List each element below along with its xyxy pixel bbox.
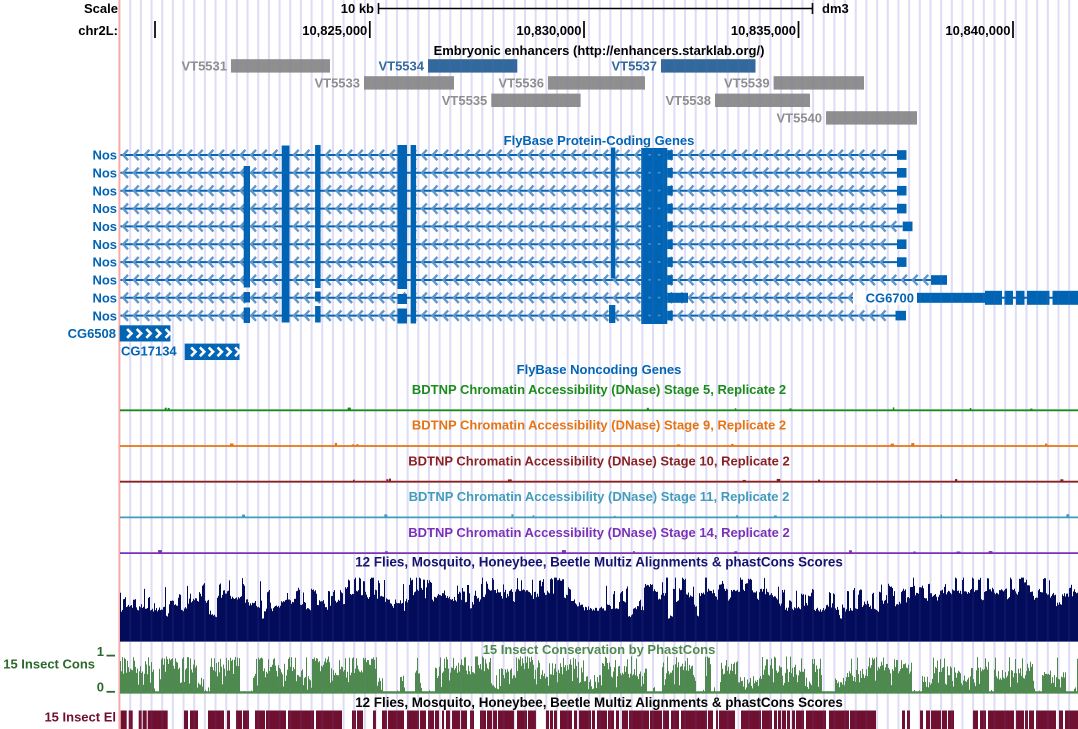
svg-text:10 kb: 10 kb <box>341 1 374 16</box>
svg-text:dm3: dm3 <box>822 1 849 16</box>
svg-text:15 Insect Conservation by Phas: 15 Insect Conservation by PhastCons <box>483 642 716 657</box>
svg-text:10,840,000: 10,840,000 <box>945 23 1010 38</box>
svg-text:Nos: Nos <box>92 290 117 305</box>
svg-text:FlyBase Protein-Coding Genes: FlyBase Protein-Coding Genes <box>504 133 695 148</box>
svg-text:VT5538: VT5538 <box>665 93 711 108</box>
svg-text:10,830,000: 10,830,000 <box>516 23 581 38</box>
svg-text:Nos: Nos <box>92 308 117 323</box>
svg-text:VT5535: VT5535 <box>442 93 488 108</box>
svg-text:Nos: Nos <box>92 219 117 234</box>
svg-text:12 Flies, Mosquito, Honeybee,: 12 Flies, Mosquito, Honeybee, Beetle Mul… <box>355 695 843 710</box>
svg-text:Nos: Nos <box>92 255 117 270</box>
svg-text:VT5539: VT5539 <box>724 75 770 90</box>
svg-text:Nos: Nos <box>92 237 117 252</box>
svg-text:CG17134: CG17134 <box>121 344 177 359</box>
svg-text:BDTNP Chromatin Accessibility: BDTNP Chromatin Accessibility (DNase) St… <box>408 453 789 468</box>
svg-text:VT5540: VT5540 <box>776 110 822 125</box>
svg-text:CG6508: CG6508 <box>68 326 116 341</box>
svg-text:0: 0 <box>97 680 104 695</box>
svg-text:Embryonic enhancers (http://en: Embryonic enhancers (http://enhancers.st… <box>434 43 765 58</box>
svg-text:10,825,000: 10,825,000 <box>302 23 367 38</box>
svg-text:Nos: Nos <box>92 183 117 198</box>
svg-text:Nos: Nos <box>92 273 117 288</box>
svg-text:VT5536: VT5536 <box>498 75 544 90</box>
svg-text:12 Flies, Mosquito, Honeybee,: 12 Flies, Mosquito, Honeybee, Beetle Mul… <box>355 555 843 570</box>
svg-text:Nos: Nos <box>92 165 117 180</box>
svg-text:BDTNP Chromatin Accessibility: BDTNP Chromatin Accessibility (DNase) St… <box>412 382 786 397</box>
svg-text:Nos: Nos <box>92 201 117 216</box>
svg-text:1: 1 <box>97 644 104 659</box>
svg-text:BDTNP Chromatin Accessibility: BDTNP Chromatin Accessibility (DNase) St… <box>412 418 786 433</box>
svg-text:VT5533: VT5533 <box>314 75 360 90</box>
svg-text:CG6700: CG6700 <box>866 290 914 305</box>
svg-text:15 Insect El: 15 Insect El <box>44 710 116 725</box>
svg-text:VT5531: VT5531 <box>181 58 227 73</box>
svg-text:15 Insect Cons: 15 Insect Cons <box>3 657 95 672</box>
svg-text:chr2L:: chr2L: <box>78 23 118 38</box>
svg-text:10,835,000: 10,835,000 <box>731 23 796 38</box>
svg-text:BDTNP Chromatin Accessibility: BDTNP Chromatin Accessibility (DNase) St… <box>408 525 789 540</box>
svg-text:VT5534: VT5534 <box>378 58 424 73</box>
svg-text:Nos: Nos <box>92 148 117 163</box>
svg-text:BDTNP Chromatin Accessibility: BDTNP Chromatin Accessibility (DNase) St… <box>409 489 790 504</box>
svg-text:VT5537: VT5537 <box>611 58 657 73</box>
svg-text:FlyBase Noncoding Genes: FlyBase Noncoding Genes <box>517 362 682 377</box>
svg-text:Scale: Scale <box>84 1 118 16</box>
